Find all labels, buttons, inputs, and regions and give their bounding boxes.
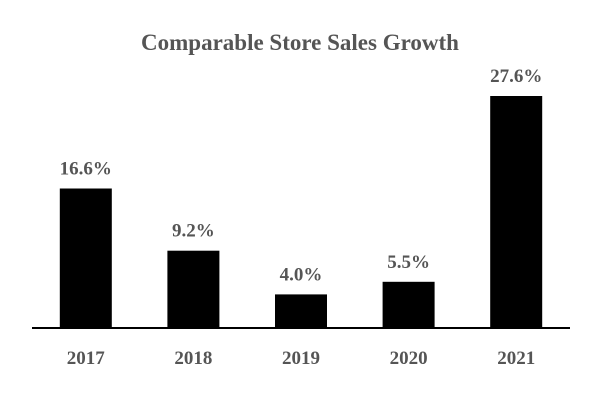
data-label-2017: 16.6% — [60, 159, 112, 180]
bar-2018 — [167, 250, 220, 328]
x-tick-label-2017: 2017 — [67, 348, 106, 369]
x-tick-labels-group: 2017 2018 2019 2020 2021 — [67, 348, 535, 369]
bar-2021 — [490, 96, 543, 328]
data-labels-group: 16.6% 9.2% 4.0% 5.5% 27.6% — [60, 66, 543, 285]
bar-2017 — [59, 188, 112, 328]
x-tick-label-2018: 2018 — [174, 348, 212, 369]
x-tick-label-2021: 2021 — [497, 348, 535, 369]
data-label-2019: 4.0% — [280, 264, 323, 285]
data-label-2018: 9.2% — [172, 221, 215, 242]
data-label-2020: 5.5% — [387, 252, 430, 273]
bars-group — [59, 96, 543, 328]
data-label-2021: 27.6% — [490, 66, 542, 87]
bar-2019 — [275, 294, 327, 328]
x-tick-label-2020: 2020 — [390, 348, 428, 369]
bar-2020 — [382, 281, 435, 328]
chart-title: Comparable Store Sales Growth — [141, 30, 459, 55]
x-tick-label-2019: 2019 — [282, 348, 320, 369]
